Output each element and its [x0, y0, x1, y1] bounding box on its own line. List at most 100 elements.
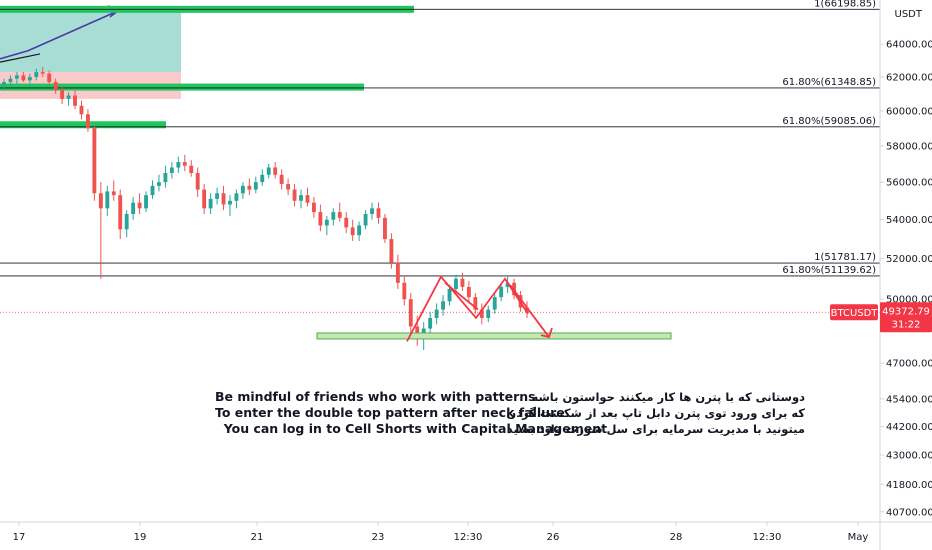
time-tick-label: 17: [13, 532, 26, 543]
candle-body: [492, 297, 497, 310]
resistance-bar: [0, 121, 166, 129]
candle-body: [479, 309, 484, 318]
candle: [318, 204, 323, 232]
trend-line: [0, 53, 41, 63]
candle: [428, 311, 433, 335]
candle: [47, 70, 52, 84]
time-tick-label: 21: [251, 532, 264, 543]
pattern-drawing[interactable]: [0, 275, 880, 342]
price-axis[interactable]: 64000.00 62000.00 60000.00 58000.00 56000.00…: [830, 0, 932, 550]
candle-body: [208, 198, 213, 209]
candle-body: [2, 82, 6, 86]
price-tick-label: 45400.00: [886, 394, 932, 405]
price-tick-label: 64000.00: [886, 40, 932, 51]
candle: [383, 214, 387, 243]
candle-body: [292, 189, 297, 201]
candle: [234, 189, 239, 209]
candle-body: [53, 82, 58, 91]
price-badge-countdown: 31:22: [892, 319, 921, 330]
candle-body: [163, 172, 168, 183]
candle-body: [21, 75, 26, 81]
candle: [8, 75, 13, 88]
projection-line: [0, 10, 119, 60]
currency-label: USDT: [895, 9, 923, 20]
candle: [124, 210, 129, 238]
candle: [337, 202, 342, 222]
candle: [479, 303, 484, 325]
candle-body: [195, 172, 200, 190]
candle: [27, 73, 32, 86]
fib-label: 61.80%(59085.06): [782, 116, 876, 127]
candle: [79, 100, 84, 120]
candle-body: [454, 278, 458, 289]
candle-body: [331, 212, 336, 220]
candle: [279, 169, 284, 190]
candle: [215, 187, 220, 205]
candle-body: [389, 239, 394, 263]
candle: [98, 182, 103, 279]
fib-label: 1(51781.17): [814, 252, 876, 263]
candle: [228, 195, 232, 216]
candle: [486, 305, 491, 323]
candle-body: [47, 73, 52, 83]
price-tick-label: 40700.00: [886, 507, 932, 518]
candle: [73, 90, 77, 110]
candle-body: [105, 191, 110, 209]
farsi-note-line: دوستانی که با پترن ها کار میکنند حواستون…: [531, 390, 805, 404]
candle: [163, 165, 168, 188]
candle-body: [447, 288, 452, 302]
candle: [86, 109, 90, 132]
price-badge-value: 49372.79: [882, 306, 930, 317]
candle-body: [428, 317, 433, 329]
candle: [105, 185, 110, 216]
price-tick-label: 41800.00: [886, 480, 932, 491]
candle: [169, 162, 174, 179]
candle: [60, 85, 65, 105]
candle: [21, 72, 26, 83]
candle: [441, 295, 445, 316]
candle: [466, 280, 471, 304]
candle: [240, 182, 245, 199]
candle-body: [350, 227, 355, 236]
candle-body: [473, 297, 478, 310]
candle: [34, 68, 39, 81]
candle-body: [415, 326, 420, 338]
candle-body: [79, 105, 84, 115]
english-note-line: You can log in to Cell Shorts with Capit…: [215, 421, 608, 436]
candle: [247, 178, 252, 196]
price-tick-label: 58000.00: [886, 141, 932, 152]
candle-body: [318, 212, 323, 226]
target-zone: [0, 12, 181, 73]
farsi-note: دوستانی که با پترن ها کار میکنند حواستون…: [506, 389, 805, 437]
time-tick-label: 28: [670, 532, 683, 543]
time-tick-label: 26: [547, 532, 560, 543]
candle-body: [240, 185, 245, 194]
fib-levels: 1(66198.85) 61.80%(61348.85) 61.80%(59085.…: [0, 0, 880, 277]
candle: [137, 193, 142, 215]
symbol-badge-text: BTCUSDT: [831, 308, 879, 319]
candle-body: [466, 286, 471, 298]
candlestick-series[interactable]: [2, 67, 529, 351]
candle-body: [234, 193, 239, 201]
candle: [66, 92, 71, 106]
fib-label: 1(66198.85): [814, 0, 876, 9]
candle: [202, 184, 207, 215]
candle-body: [486, 309, 491, 318]
time-axis[interactable]: 17 19 21 23 12:30 26 28 12:30 May: [0, 521, 932, 543]
candle-body: [525, 307, 529, 312]
candle-body: [176, 162, 181, 168]
candle-body: [460, 278, 465, 287]
candle: [311, 197, 316, 218]
candle-body: [60, 90, 65, 99]
candle: [253, 176, 258, 194]
candle-body: [182, 162, 187, 166]
candle-body: [499, 286, 504, 298]
candle: [305, 187, 310, 207]
candle: [14, 72, 19, 84]
candle: [2, 78, 6, 91]
time-tick-label: May: [848, 532, 869, 543]
candle-body: [169, 167, 174, 173]
candle: [350, 219, 355, 241]
price-tick-label: 62000.00: [886, 73, 932, 84]
